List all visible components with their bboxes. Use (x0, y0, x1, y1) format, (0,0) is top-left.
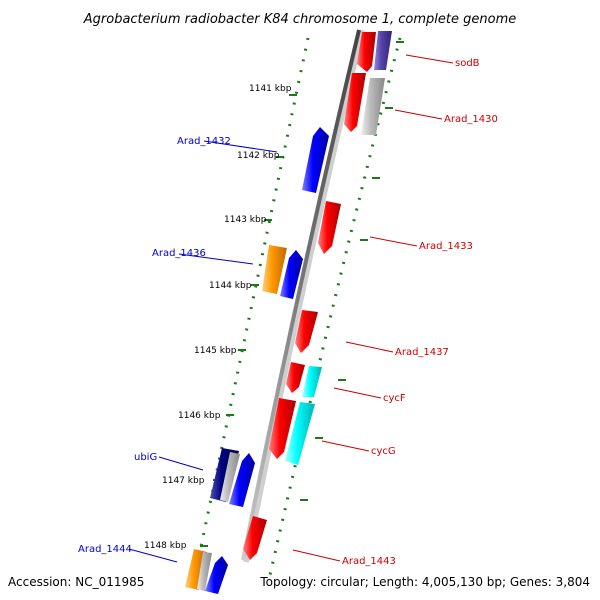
gene-Arad_1444-orange[interactable] (185, 549, 207, 590)
gene-Arad_1433[interactable] (318, 201, 341, 254)
callout-line (178, 253, 254, 265)
gene-Arad_1430[interactable] (361, 78, 385, 135)
genome-backbone (241, 29, 361, 561)
ruler-label: 1141 kbp (249, 84, 292, 94)
gene-label-sodB[interactable]: sodB (455, 58, 480, 69)
callout-line (405, 54, 454, 64)
reverse-strand-genes (243, 31, 392, 560)
gene-ubiG[interactable] (229, 453, 255, 507)
ruler-label: 1143 kbp (224, 215, 267, 225)
gene-label-Arad_1443[interactable]: Arad_1443 (342, 556, 396, 567)
callout-line (333, 387, 382, 399)
guide-tracks (193, 37, 402, 576)
gene-Arad_1436-orange[interactable] (262, 245, 287, 294)
gene-label-cycG[interactable]: cycG (371, 446, 396, 457)
callout-line (203, 140, 278, 153)
gene-Arad_1430-red[interactable] (344, 73, 366, 132)
ruler-labels: 1141 kbp 1142 kbp 1143 kbp 1144 kbp 1145… (144, 84, 292, 551)
gene-label-Arad_1433[interactable]: Arad_1433 (419, 241, 473, 252)
gene-Arad_1444[interactable] (205, 556, 228, 594)
outer-guide-track (268, 37, 402, 576)
ruler-label: 1145 kbp (194, 346, 237, 356)
callout-line (292, 549, 341, 562)
inner-guide-track (193, 37, 310, 576)
backbone-shadow (243, 29, 365, 563)
callout-line (158, 456, 204, 471)
callout-line (394, 109, 443, 120)
gene-Arad_1444-gray[interactable] (197, 552, 212, 591)
forward-strand-genes (185, 127, 329, 594)
gene-Arad_1437[interactable] (295, 310, 318, 353)
gene-sodB[interactable] (374, 31, 392, 70)
gene-label-cycF[interactable]: cycF (383, 393, 406, 404)
callout-line (128, 548, 178, 563)
ruler-ticks (200, 41, 404, 547)
ruler-label: 1146 kbp (178, 411, 221, 421)
callout-line (369, 236, 418, 247)
gene-cycF-red[interactable] (286, 362, 305, 393)
ruler-label: 1148 kbp (144, 541, 187, 551)
gene-sodB-block-red[interactable] (357, 32, 376, 72)
gene-label-Arad_1444[interactable]: Arad_1444 (78, 544, 132, 555)
map-title: Agrobacterium radiobacter K84 chromosome… (83, 12, 516, 27)
gene-cycG[interactable] (285, 402, 315, 465)
accession-text: Accession: NC_011985 (8, 575, 144, 589)
genome-summary-text: Topology: circular; Length: 4,005,130 bp… (259, 575, 590, 589)
gene-label-Arad_1437[interactable]: Arad_1437 (395, 347, 449, 358)
gene-cycF[interactable] (302, 366, 322, 397)
left-callouts (128, 140, 278, 563)
gene-label-Arad_1432[interactable]: Arad_1432 (177, 136, 231, 147)
ruler-label: 1144 kbp (209, 281, 252, 291)
gene-label-Arad_1436[interactable]: Arad_1436 (152, 248, 206, 259)
right-gene-labels: sodB Arad_1430 Arad_1433 Arad_1437 cycF … (342, 58, 498, 567)
gene-Arad_1432[interactable] (302, 127, 329, 193)
gene-Arad_1443[interactable] (243, 516, 267, 560)
gene-cycG-red[interactable] (269, 398, 296, 459)
gene-label-ubiG[interactable]: ubiG (134, 452, 157, 463)
gene-label-Arad_1430[interactable]: Arad_1430 (444, 114, 498, 125)
callout-line (345, 341, 394, 353)
callout-line (321, 440, 370, 452)
ruler-label: 1142 kbp (237, 151, 280, 161)
right-callouts (292, 54, 454, 562)
gene-Arad_1436[interactable] (280, 250, 303, 299)
gene-ubiG-gray[interactable] (220, 452, 240, 502)
left-gene-labels: Arad_1432 Arad_1436 ubiG Arad_1444 (78, 136, 231, 555)
ruler-label: 1147 kbp (162, 476, 205, 486)
